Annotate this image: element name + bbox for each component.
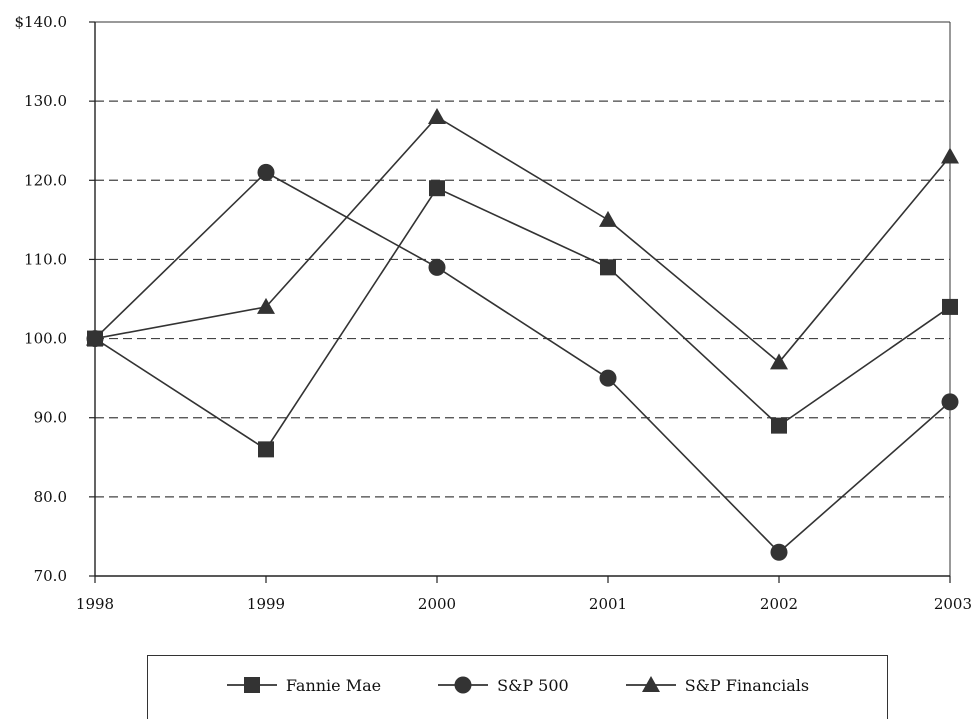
x-tick-label: 2000 (418, 595, 456, 613)
data-point-triangle (599, 210, 617, 227)
y-tick-label: 120.0 (24, 171, 67, 189)
legend-label: S&P 500 (497, 675, 569, 695)
series-square (87, 180, 958, 458)
y-tick-label: 110.0 (24, 250, 67, 268)
data-point-square (600, 259, 616, 276)
data-point-square (429, 180, 445, 197)
x-tick-label: 2001 (589, 595, 627, 613)
legend-item: Fannie Mae (226, 675, 381, 695)
gridlines (95, 100, 950, 498)
legend-marker-triangle (641, 676, 660, 692)
data-point-triangle (257, 297, 275, 314)
y-tick-label: 100.0 (24, 330, 67, 348)
legend-label: Fannie Mae (285, 675, 382, 695)
data-point-triangle (428, 107, 446, 124)
data-point-square (771, 417, 787, 434)
y-tick-label: $140.0 (15, 13, 68, 31)
data-point-triangle (86, 329, 104, 346)
legend-swatch-circle (438, 676, 489, 694)
y-axis-ticks: 70.0 80.0 90.0 100.0 110.0 120.0 130.0 $140.0 (15, 13, 95, 585)
x-tick-label: 2002 (760, 595, 798, 613)
series-triangle (86, 107, 959, 370)
x-tick-label: 1999 (247, 595, 285, 613)
series (86, 107, 959, 561)
legend: Fannie Mae S&P 500 S&P Financials (147, 655, 888, 719)
series-circle (86, 163, 959, 561)
x-tick-label: 2003 (934, 595, 972, 613)
legend-marker-square (243, 677, 260, 693)
y-tick-label: 130.0 (24, 92, 67, 110)
data-point-circle (770, 543, 788, 561)
data-point-circle (428, 258, 446, 276)
data-point-circle (941, 393, 959, 411)
line-chart: 70.0 80.0 90.0 100.0 110.0 120.0 130.0 $140.0 1… (15, 13, 973, 613)
data-point-square (258, 441, 274, 458)
legend-swatch-square (226, 677, 277, 693)
x-tick-label: 1998 (76, 595, 114, 613)
legend-item: S&P 500 (437, 675, 569, 695)
y-tick-label: 80.0 (34, 488, 67, 506)
data-point-triangle (770, 353, 788, 370)
x-axis-ticks: 1998 1999 2000 2001 2002 2003 (76, 576, 972, 613)
series-line (94, 115, 951, 364)
series-line (94, 171, 951, 554)
legend-label: S&P Financials (684, 675, 810, 695)
data-point-circle (257, 163, 275, 181)
data-point-circle (599, 369, 617, 387)
legend-swatch-triangle (625, 676, 676, 692)
data-point-square (942, 298, 958, 315)
data-point-triangle (941, 147, 959, 164)
legend-item: S&P Financials (625, 675, 809, 695)
axes (94, 21, 951, 577)
y-tick-label: 70.0 (34, 567, 67, 585)
series-line (94, 187, 951, 451)
y-tick-label: 90.0 (34, 409, 67, 427)
legend-marker-circle (454, 676, 472, 694)
